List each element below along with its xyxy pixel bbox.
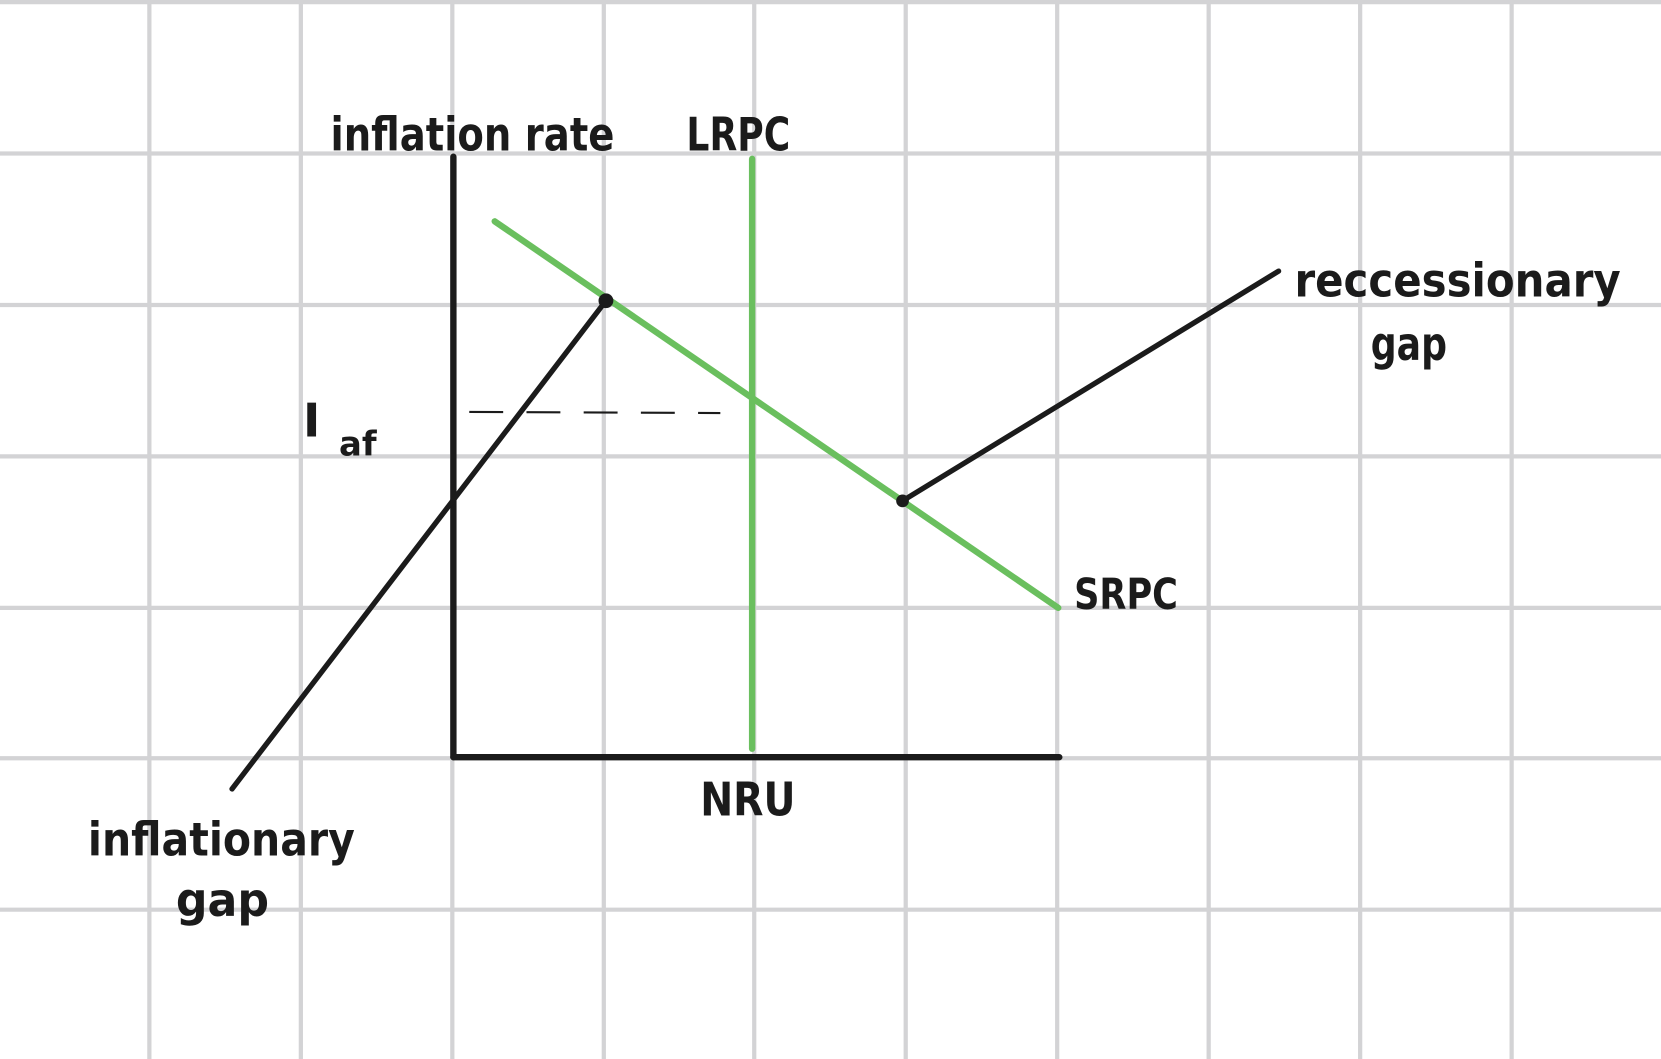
lrpc-label: LRPC xyxy=(686,107,790,161)
recessionary-gap-point xyxy=(896,494,909,508)
srpc-label: SRPC xyxy=(1074,570,1178,619)
expected-inflation-dashed-line xyxy=(469,410,721,415)
recessionary-gap-pointer xyxy=(899,268,1282,504)
x-axis-label: NRU xyxy=(700,772,795,826)
expected-inflation-label: I xyxy=(303,393,320,447)
inflationary-gap-pointer xyxy=(229,298,609,792)
recessionary-gap-label-line1: reccessionary xyxy=(1294,254,1620,308)
srpc-line xyxy=(491,218,1062,612)
inflationary-gap-label-line1: inflationary xyxy=(88,813,355,867)
recessionary-gap-label-line2: gap xyxy=(1371,317,1447,371)
y-axis-label: inflation rate xyxy=(331,107,615,161)
expected-inflation-subscript: af xyxy=(339,424,378,463)
inflationary-gap-point xyxy=(598,293,614,309)
inflationary-gap-label-line2: gap xyxy=(176,873,269,927)
